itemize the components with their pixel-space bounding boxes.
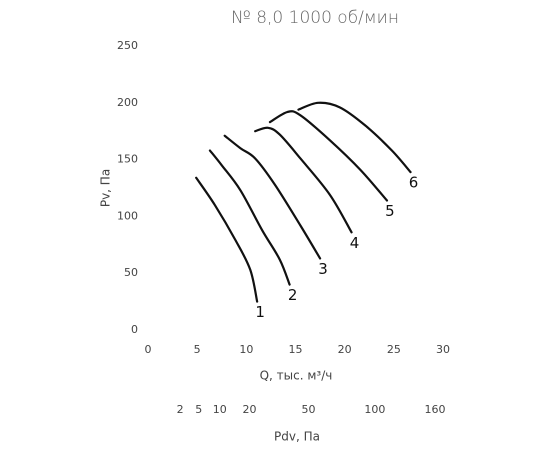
x2-tick-label: 160 bbox=[425, 403, 446, 416]
x-tick-label: 10 bbox=[239, 343, 253, 356]
x2-axis-label: Pdv, Па bbox=[274, 430, 320, 444]
series-label: 1 bbox=[255, 303, 265, 321]
x-tick-label: 0 bbox=[145, 343, 152, 356]
series-label: 2 bbox=[288, 286, 298, 304]
y-tick-label: 250 bbox=[117, 39, 138, 52]
curve bbox=[195, 176, 259, 303]
series-label: 3 bbox=[318, 260, 328, 278]
y-axis-label: Pv, Па bbox=[99, 169, 113, 207]
y-tick-label: 100 bbox=[117, 209, 138, 222]
curve bbox=[268, 110, 389, 202]
series-label: 6 bbox=[409, 174, 419, 192]
y-tick-label: 50 bbox=[124, 266, 138, 279]
curve bbox=[254, 126, 353, 234]
curve bbox=[208, 149, 291, 286]
x2-tick-label: 10 bbox=[213, 403, 227, 416]
series-label: 4 bbox=[350, 234, 360, 252]
curve bbox=[223, 134, 322, 260]
x-axis-label: Q, тыс. м³/ч bbox=[260, 369, 333, 383]
x2-tick-label: 2 bbox=[177, 403, 184, 416]
curve bbox=[297, 101, 412, 174]
x-tick-label: 30 bbox=[436, 343, 450, 356]
y-tick-label: 150 bbox=[117, 153, 138, 166]
x2-tick-label: 100 bbox=[364, 403, 385, 416]
x-tick-label: 20 bbox=[338, 343, 352, 356]
x2-tick-label: 5 bbox=[195, 403, 202, 416]
x-tick-label: 25 bbox=[387, 343, 401, 356]
x2-tick-label: 50 bbox=[301, 403, 315, 416]
series-label: 5 bbox=[385, 202, 395, 220]
x-tick-label: 15 bbox=[289, 343, 303, 356]
chart-title: № 8,0 1000 об/мин bbox=[231, 8, 399, 28]
y-tick-label: 0 bbox=[131, 323, 138, 336]
x2-tick-label: 20 bbox=[242, 403, 256, 416]
y-tick-label: 200 bbox=[117, 96, 138, 109]
x-tick-label: 5 bbox=[194, 343, 201, 356]
